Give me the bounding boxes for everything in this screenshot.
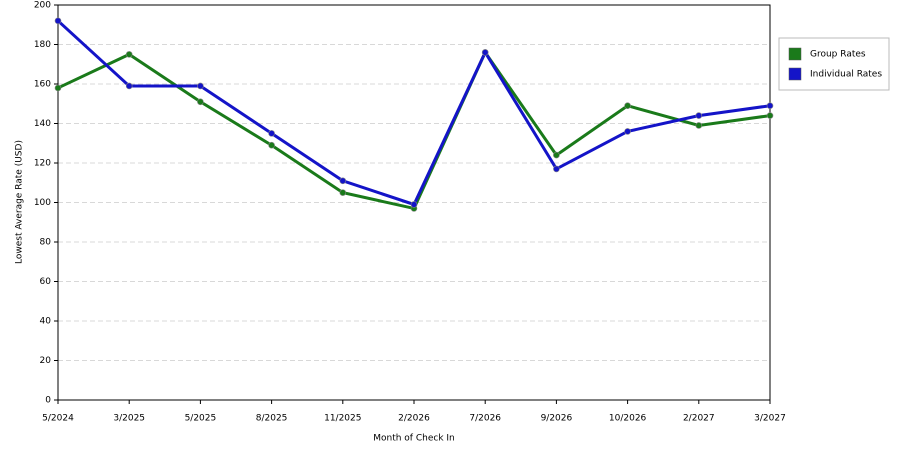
data-point: [339, 177, 347, 185]
data-point: [553, 165, 560, 173]
data-point: [766, 102, 774, 110]
legend-swatch: [788, 67, 802, 81]
x-tick-label: 2/2027: [683, 414, 715, 424]
x-tick-label: 9/2026: [541, 414, 573, 424]
data-point: [553, 151, 560, 159]
data-point: [481, 49, 489, 56]
data-point: [54, 17, 62, 25]
data-point: [339, 189, 347, 196]
data-point: [766, 112, 774, 119]
legend-box: [778, 37, 890, 91]
x-tick-label: 2/2026: [398, 414, 430, 424]
data-point: [125, 51, 133, 58]
data-point: [197, 82, 204, 90]
y-tick-label: 160: [34, 80, 51, 90]
x-tick-label: 5/2024: [42, 414, 74, 424]
data-point: [125, 82, 133, 90]
x-tick-label: 3/2027: [754, 414, 786, 424]
legend-label: Individual Rates: [810, 70, 882, 80]
x-tick-label: 10/2026: [609, 414, 647, 424]
y-tick-label: 20: [40, 356, 52, 366]
x-tick-label: 5/2025: [185, 414, 217, 424]
y-tick-label: 180: [34, 40, 51, 50]
y-tick-label: 40: [40, 317, 52, 327]
y-tick-label: 120: [34, 159, 51, 169]
data-point: [624, 128, 631, 135]
y-tick-label: 0: [45, 396, 51, 406]
legend-swatch: [788, 47, 802, 61]
data-point: [268, 141, 275, 149]
data-point: [410, 201, 418, 208]
data-point: [268, 130, 275, 137]
data-point: [695, 112, 703, 119]
y-tick-label: 60: [40, 277, 52, 287]
y-axis-label: Lowest Average Rate (USD): [15, 140, 25, 264]
y-tick-label: 100: [34, 198, 51, 208]
x-tick-label: 7/2026: [469, 414, 501, 424]
data-point: [695, 122, 703, 129]
data-point: [54, 84, 62, 92]
y-tick-label: 140: [34, 119, 51, 129]
x-axis-label: Month of Check In: [373, 434, 455, 444]
legend-label: Group Rates: [810, 50, 866, 60]
data-point: [624, 102, 631, 110]
data-point: [197, 98, 204, 106]
x-tick-label: 11/2025: [324, 414, 361, 424]
y-tick-label: 200: [34, 1, 51, 11]
y-tick-label: 80: [40, 238, 52, 248]
x-tick-label: 3/2025: [113, 414, 145, 424]
x-tick-label: 8/2025: [256, 414, 288, 424]
